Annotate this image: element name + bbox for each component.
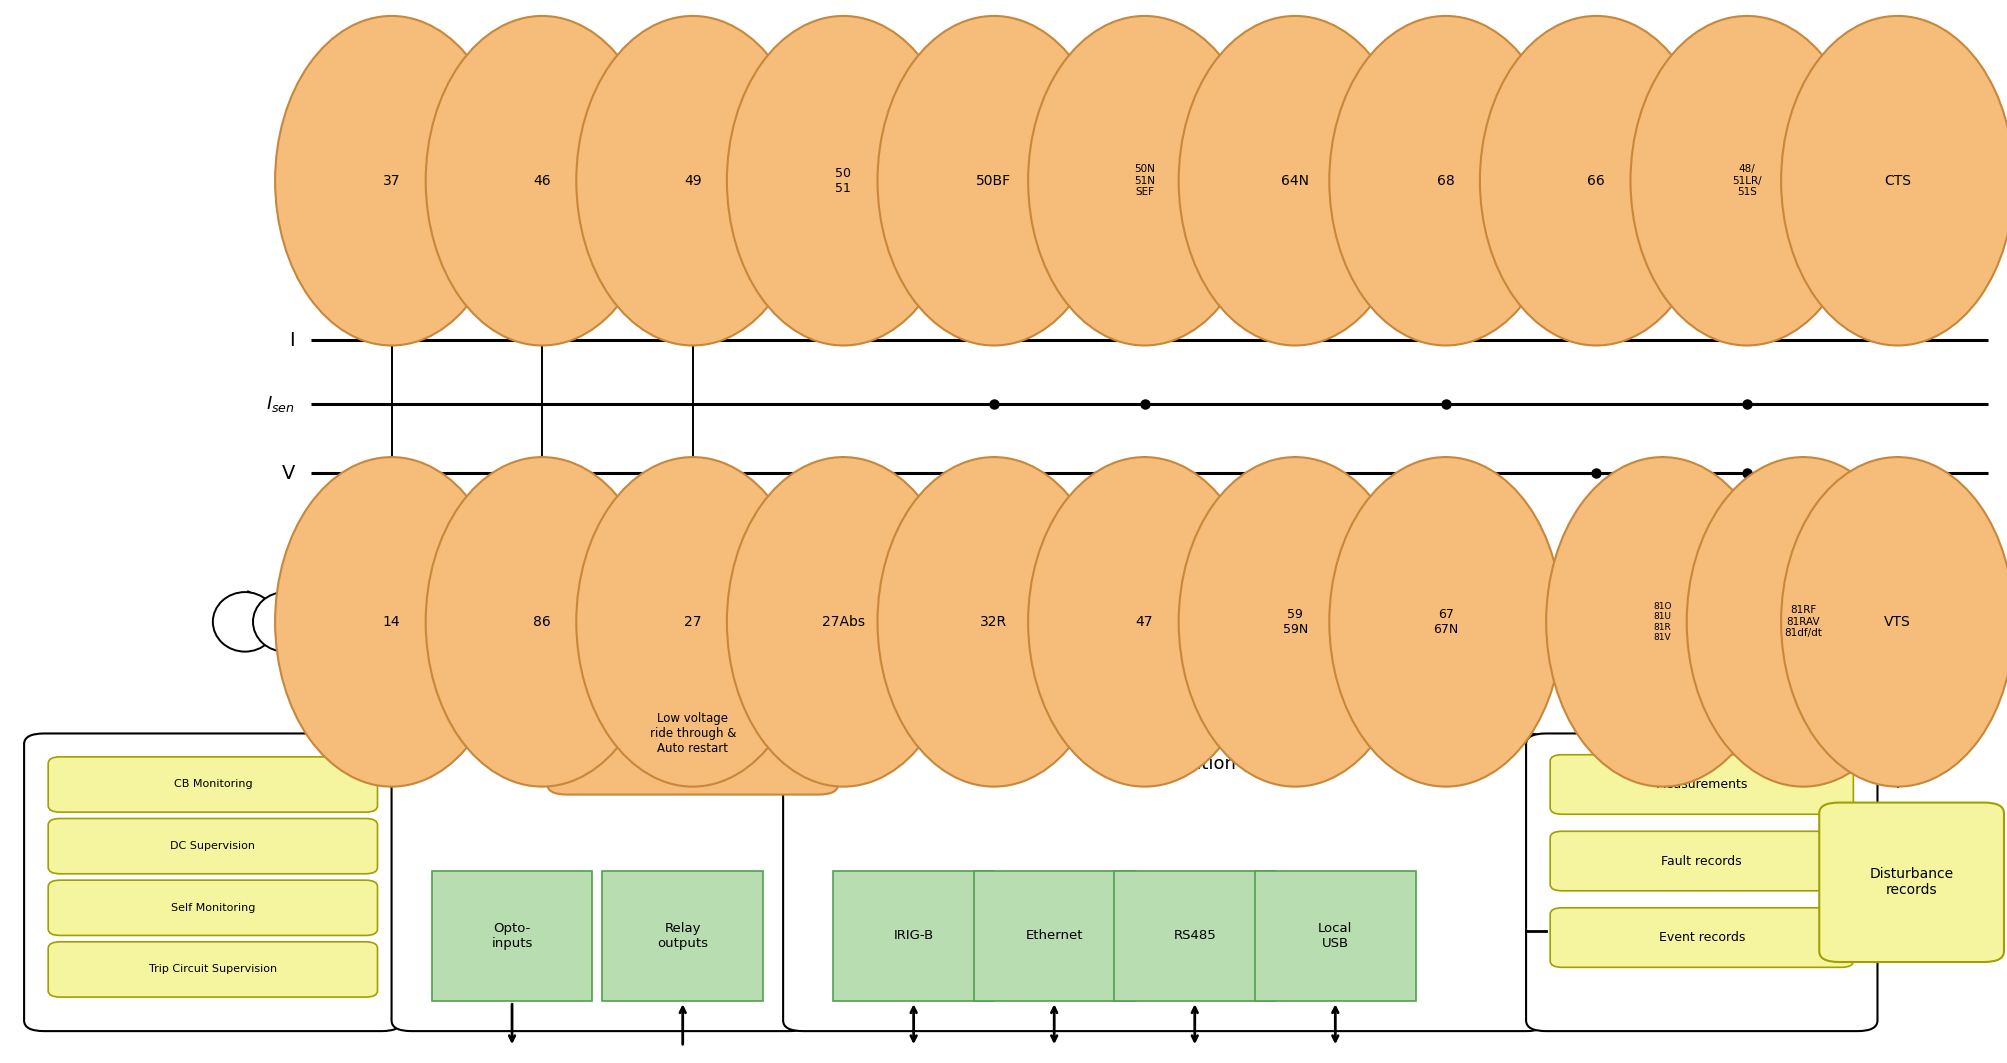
- Text: 14: 14: [383, 614, 399, 629]
- Text: RS485: RS485: [1172, 929, 1216, 943]
- Text: Disturbance
records: Disturbance records: [1869, 867, 1953, 897]
- Text: DC Supervision: DC Supervision: [171, 841, 255, 851]
- Ellipse shape: [275, 457, 508, 787]
- Text: 47: 47: [1136, 614, 1152, 629]
- Text: Fault records: Fault records: [1660, 855, 1742, 867]
- Text: 46: 46: [534, 173, 550, 188]
- Text: 50BF: 50BF: [975, 173, 1012, 188]
- Text: Ethernet: Ethernet: [1026, 929, 1082, 943]
- Text: 27: 27: [684, 614, 700, 629]
- Ellipse shape: [1686, 457, 1919, 787]
- Ellipse shape: [213, 592, 277, 652]
- Text: 37: 37: [383, 173, 399, 188]
- FancyBboxPatch shape: [24, 733, 401, 1031]
- Ellipse shape: [1545, 457, 1778, 787]
- Text: CB Monitoring: CB Monitoring: [173, 779, 253, 790]
- Ellipse shape: [275, 16, 508, 345]
- Ellipse shape: [1780, 16, 2007, 345]
- FancyBboxPatch shape: [1114, 871, 1274, 1001]
- FancyBboxPatch shape: [1254, 871, 1415, 1001]
- Text: 64N: 64N: [1280, 173, 1309, 188]
- Ellipse shape: [253, 592, 317, 652]
- FancyBboxPatch shape: [432, 871, 592, 1001]
- Ellipse shape: [727, 16, 959, 345]
- Text: 67
67N: 67 67N: [1433, 608, 1457, 636]
- Text: CTS: CTS: [1883, 173, 1911, 188]
- FancyBboxPatch shape: [48, 819, 377, 874]
- Text: Communication: Communication: [1094, 755, 1234, 773]
- Text: Relay
outputs: Relay outputs: [656, 922, 708, 950]
- FancyBboxPatch shape: [48, 757, 377, 812]
- Text: 48/
51LR/
51S: 48/ 51LR/ 51S: [1732, 164, 1760, 198]
- FancyBboxPatch shape: [1525, 733, 1877, 1031]
- Text: Opto-
inputs: Opto- inputs: [492, 922, 532, 950]
- Text: 50N
51N
SEF: 50N 51N SEF: [1134, 164, 1154, 198]
- FancyBboxPatch shape: [833, 871, 993, 1001]
- Ellipse shape: [576, 457, 809, 787]
- Ellipse shape: [576, 16, 809, 345]
- FancyBboxPatch shape: [973, 871, 1134, 1001]
- Text: 68: 68: [1437, 173, 1453, 188]
- FancyBboxPatch shape: [1549, 755, 1852, 814]
- FancyBboxPatch shape: [1549, 831, 1852, 891]
- FancyBboxPatch shape: [1549, 908, 1852, 967]
- Text: 86: 86: [534, 614, 550, 629]
- Text: 59
59N: 59 59N: [1282, 608, 1307, 636]
- Text: 50
51: 50 51: [835, 167, 851, 195]
- Ellipse shape: [1630, 16, 1862, 345]
- Ellipse shape: [1178, 16, 1411, 345]
- Text: I: I: [289, 331, 295, 350]
- Ellipse shape: [1780, 457, 2007, 787]
- Text: 32R: 32R: [979, 614, 1008, 629]
- Text: IRIG-B: IRIG-B: [893, 929, 933, 943]
- Ellipse shape: [1329, 16, 1561, 345]
- FancyBboxPatch shape: [602, 871, 763, 1001]
- Text: Event records: Event records: [1658, 931, 1744, 944]
- FancyBboxPatch shape: [391, 733, 809, 1031]
- Text: Trip Circuit Supervision: Trip Circuit Supervision: [149, 964, 277, 975]
- Text: 81O
81U
81R
81V: 81O 81U 81R 81V: [1652, 602, 1672, 642]
- Text: 49: 49: [684, 173, 700, 188]
- FancyBboxPatch shape: [783, 733, 1545, 1031]
- Ellipse shape: [1028, 16, 1260, 345]
- Ellipse shape: [877, 16, 1110, 345]
- Text: Measurements: Measurements: [1654, 778, 1748, 791]
- Text: 81RF
81RAV
81df/dt: 81RF 81RAV 81df/dt: [1784, 605, 1820, 639]
- Text: VTS: VTS: [1883, 614, 1911, 629]
- Ellipse shape: [425, 457, 658, 787]
- Ellipse shape: [425, 16, 658, 345]
- FancyBboxPatch shape: [48, 942, 377, 997]
- Text: 27Abs: 27Abs: [821, 614, 865, 629]
- Ellipse shape: [1479, 16, 1712, 345]
- Text: Digital I/O: Digital I/O: [556, 755, 644, 773]
- Ellipse shape: [1028, 457, 1260, 787]
- Ellipse shape: [1329, 457, 1561, 787]
- Text: Self Monitoring: Self Monitoring: [171, 902, 255, 913]
- Text: Low voltage
ride through &
Auto restart: Low voltage ride through & Auto restart: [648, 712, 737, 755]
- Ellipse shape: [727, 457, 959, 787]
- Ellipse shape: [877, 457, 1110, 787]
- Text: V: V: [281, 463, 295, 483]
- Text: 66: 66: [1588, 173, 1604, 188]
- FancyBboxPatch shape: [1818, 803, 2003, 962]
- FancyBboxPatch shape: [546, 673, 839, 794]
- Text: $I_{sen}$: $I_{sen}$: [267, 394, 295, 414]
- Text: Local
USB: Local USB: [1317, 922, 1353, 950]
- FancyBboxPatch shape: [48, 880, 377, 935]
- Ellipse shape: [1178, 457, 1411, 787]
